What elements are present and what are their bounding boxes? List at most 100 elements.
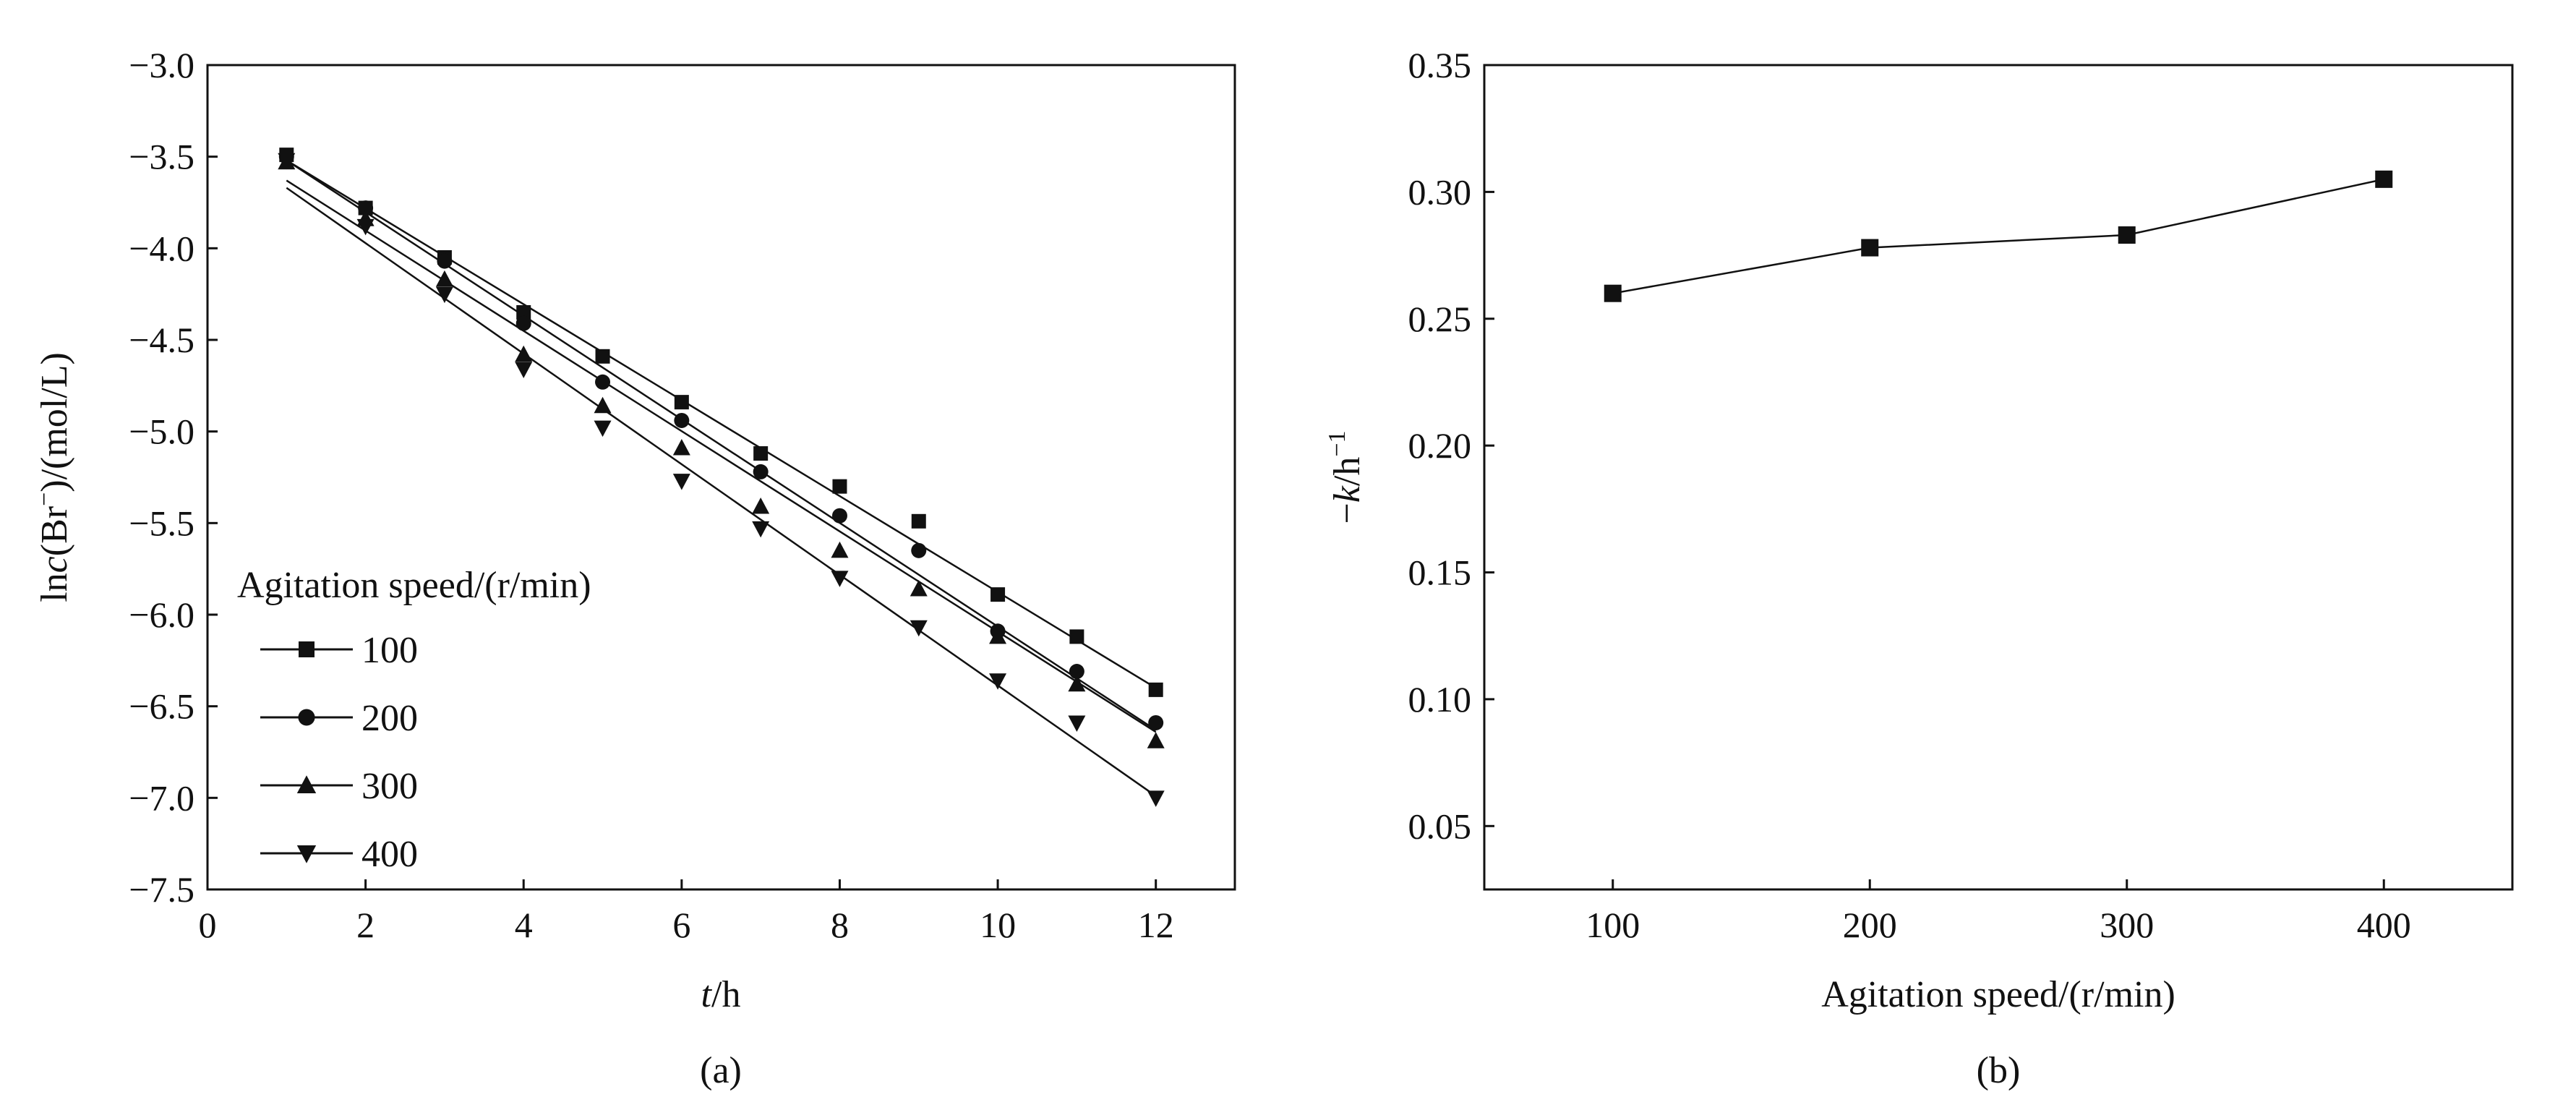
data-point-400 (672, 474, 690, 490)
panel-a-x-axis-label: t/h (701, 974, 741, 1015)
panel-b-caption: (b) (1977, 1050, 2021, 1091)
panel-a-legend: Agitation speed/(r/min) 100 200 300 400 (237, 565, 591, 875)
panel-b-y-axis-label: −k/h−1 (1324, 430, 1368, 524)
data-point-300 (515, 345, 533, 362)
y-tick-label: 0.15 (1408, 552, 1472, 593)
y-tick-label: 0.20 (1408, 425, 1472, 466)
data-point-400 (435, 286, 453, 304)
y-tick-label: −7.5 (129, 869, 194, 910)
x-tick-label: 2 (356, 905, 375, 945)
legend-marker (298, 709, 315, 726)
legend-label: 300 (361, 766, 418, 807)
panel-a-x-ticks: 0 2 4 6 8 10 12 (199, 879, 1174, 945)
data-point-400 (515, 362, 533, 379)
legend-label: 200 (361, 698, 418, 739)
data-point-100 (1148, 682, 1163, 697)
x-tick-label: 8 (831, 905, 849, 945)
y-tick-label: 0.05 (1408, 806, 1472, 846)
legend-label: 400 (361, 834, 418, 875)
x-tick-label: 10 (980, 905, 1016, 945)
panel-b-series-line (1612, 178, 2384, 294)
panel-b-chart: 100 200 300 400 0.05 0.10 0.15 0.20 0.25 0.30 0.3… (1324, 45, 2514, 1091)
y-tick-label: −6.5 (129, 686, 194, 727)
data-point-400 (752, 521, 770, 538)
panel-a-y-axis-label: lnc(Br−)/(mol/L) (31, 352, 75, 602)
legend-marker (296, 845, 317, 863)
data-point-400 (989, 673, 1007, 690)
panel-a-y-ticks: −3.0 −3.5 −4.0 −4.5 −5.0 −5.5 −6.0 −6.5 −7.0 −7.5 (129, 45, 218, 910)
data-point (2118, 226, 2136, 244)
data-point-400 (910, 620, 928, 637)
data-point-300 (989, 627, 1007, 644)
data-point-200 (1148, 714, 1164, 730)
fit-line-300 (286, 179, 1157, 733)
data-point-300 (1068, 675, 1086, 692)
panel-b-y-ticks: 0.05 0.10 0.15 0.20 0.25 0.30 0.35 (1408, 45, 1494, 846)
panel-a-caption: (a) (700, 1050, 742, 1091)
data-point-400 (831, 571, 849, 587)
data-point-400 (1068, 715, 1086, 732)
data-point-100 (516, 305, 531, 320)
data-point (2375, 170, 2393, 188)
data-point-200 (674, 412, 690, 428)
x-tick-label: 100 (1586, 905, 1640, 945)
data-point-100 (990, 587, 1006, 602)
y-tick-label: 0.25 (1408, 299, 1472, 339)
x-tick-label: 0 (199, 905, 217, 945)
legend-label: 100 (361, 630, 418, 671)
panel-a-chart: 0 2 4 6 8 10 12 −3.0 −3.5 −4.0 −4.5 −5.0 −5.5 −6.0 −6… (31, 45, 1236, 1091)
data-point-300 (752, 498, 770, 514)
data-point-400 (278, 153, 296, 170)
x-tick-label: 400 (2357, 905, 2411, 945)
data-point-300 (672, 438, 690, 456)
y-tick-label: 0.35 (1408, 45, 1472, 85)
data-point (1604, 284, 1622, 302)
data-point-400 (356, 218, 375, 236)
data-point-300 (594, 396, 612, 414)
legend-marker (299, 641, 314, 657)
data-point-100 (674, 395, 689, 410)
panel-b-x-ticks: 100 200 300 400 (1586, 879, 2411, 945)
data-point-300 (831, 541, 849, 558)
data-point-100 (1069, 629, 1084, 644)
panel-b-frame (1483, 64, 2514, 891)
x-tick-label: 6 (672, 905, 690, 945)
data-point-200 (515, 315, 531, 331)
data-point-400 (1147, 790, 1165, 807)
data-point-300 (435, 270, 453, 287)
panel-a-markers (278, 148, 1165, 807)
legend-items: 100 200 300 400 (260, 630, 418, 875)
fit-line-400 (286, 187, 1157, 797)
y-tick-label: −7.0 (129, 777, 194, 818)
legend-title: Agitation speed/(r/min) (237, 565, 591, 606)
data-point (1861, 239, 1879, 257)
y-tick-label: 0.10 (1408, 679, 1472, 720)
x-tick-label: 12 (1138, 905, 1174, 945)
data-point-200 (1069, 664, 1084, 680)
y-tick-label: −5.0 (129, 411, 194, 452)
data-point-200 (595, 374, 611, 390)
x-tick-label: 4 (515, 905, 533, 945)
data-point-300 (910, 580, 928, 597)
data-point-200 (911, 542, 927, 558)
data-point-100 (832, 479, 847, 494)
y-tick-label: 0.30 (1408, 171, 1472, 212)
x-tick-label: 300 (2100, 905, 2154, 945)
data-point-100 (753, 446, 769, 461)
series-line (1612, 178, 2384, 294)
y-tick-label: −4.0 (129, 228, 194, 268)
y-tick-label: −3.5 (129, 137, 194, 177)
data-point-100 (911, 513, 926, 529)
panel-b-markers (1604, 170, 2393, 302)
data-point-200 (358, 200, 374, 216)
x-tick-label: 200 (1843, 905, 1897, 945)
data-point-200 (753, 464, 769, 479)
y-tick-label: −5.5 (129, 503, 194, 543)
y-tick-label: −3.0 (129, 45, 194, 85)
data-point-100 (595, 349, 610, 364)
data-point-300 (1147, 732, 1165, 748)
data-point-200 (437, 253, 453, 269)
panel-a-fit-lines (286, 159, 1157, 797)
y-tick-label: −6.0 (129, 594, 194, 635)
